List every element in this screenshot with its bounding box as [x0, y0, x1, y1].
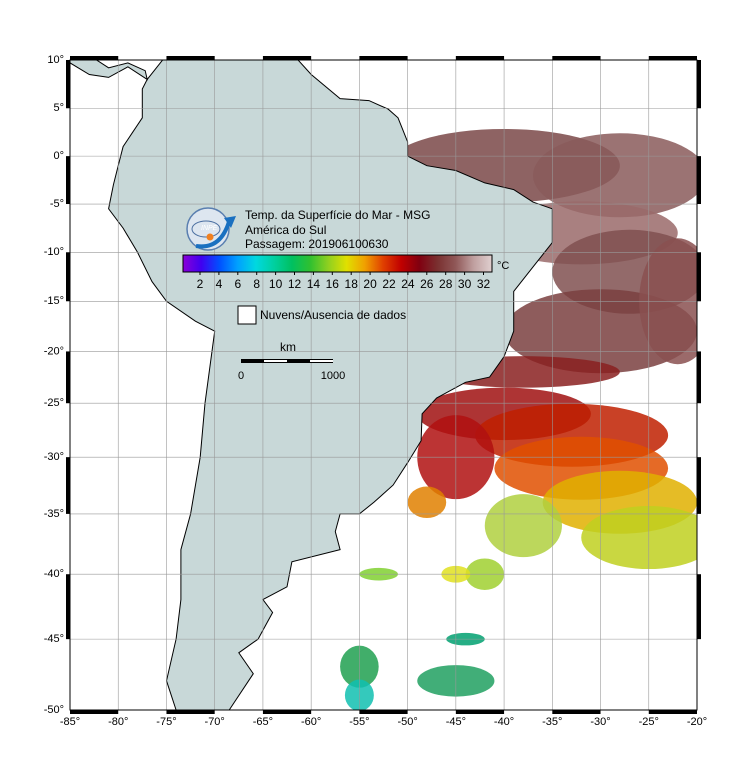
colorbar-label: 8: [253, 277, 260, 291]
frame-segment: [455, 56, 505, 60]
lat-label: -15°: [44, 295, 64, 307]
title-line: América do Sul: [245, 223, 326, 237]
frame-segment: [262, 710, 312, 714]
continent: [70, 60, 148, 81]
colorbar-label: 14: [307, 277, 321, 291]
colorbar-label: 4: [216, 277, 223, 291]
lon-label: -25°: [639, 716, 659, 728]
lon-label: -65°: [253, 716, 273, 728]
lat-label: 0°: [53, 150, 64, 162]
colorbar-label: 6: [234, 277, 241, 291]
frame-segment: [166, 56, 215, 60]
title-line: Temp. da Superfície do Mar - MSG: [245, 208, 430, 222]
frame-segment: [697, 574, 701, 640]
frame-segment: [359, 56, 408, 60]
logo: INPE: [186, 207, 236, 251]
colorbar-label: 26: [420, 277, 434, 291]
colorbar-label: 10: [269, 277, 283, 291]
scale-bar: [310, 360, 333, 362]
colorbar-label: 32: [477, 277, 491, 291]
sst-patch: [533, 133, 697, 218]
title-line: Passagem: 201906100630: [245, 237, 389, 251]
lon-label: -40°: [494, 716, 514, 728]
lon-label: -80°: [108, 716, 128, 728]
colorbar-label: 30: [458, 277, 472, 291]
colorbar-unit: °C: [497, 260, 509, 272]
lat-label: -20°: [44, 345, 64, 357]
colorbar-label: 18: [345, 277, 359, 291]
lat-label: 10°: [47, 54, 64, 66]
lon-label: -55°: [349, 716, 369, 728]
frame-segment: [66, 156, 70, 205]
frame-segment: [262, 56, 312, 60]
lon-label: -70°: [205, 716, 225, 728]
frame-segment: [697, 252, 701, 302]
lon-label: -20°: [687, 716, 707, 728]
lat-label: -35°: [44, 508, 64, 520]
scale-label: 0: [238, 370, 244, 382]
frame-segment: [66, 252, 70, 302]
scale-unit: km: [280, 340, 296, 354]
frame-segment: [70, 710, 119, 714]
lon-label: -45°: [446, 716, 466, 728]
frame-segment: [697, 156, 701, 205]
lat-label: -30°: [44, 451, 64, 463]
frame-segment: [66, 457, 70, 514]
frame-segment: [648, 56, 697, 60]
lon-label: -50°: [397, 716, 417, 728]
lat-label: -5°: [50, 198, 64, 210]
colorbar-label: 20: [363, 277, 377, 291]
legend-text: Nuvens/Ausencia de dados: [260, 308, 406, 322]
grid: [70, 60, 697, 710]
colorbar-label: 24: [401, 277, 415, 291]
lon-label: -60°: [301, 716, 321, 728]
colorbar-label: 12: [288, 277, 302, 291]
frame-segment: [648, 710, 697, 714]
colorbar-label: 22: [382, 277, 396, 291]
frame-segment: [552, 56, 601, 60]
lon-label: -35°: [542, 716, 562, 728]
lon-label: -85°: [60, 716, 80, 728]
overlay: INPE Temp. da Superfície do Mar - MSG Am…: [182, 207, 509, 382]
frame-segment: [66, 60, 70, 109]
sst-patch: [407, 486, 447, 519]
scale-bar: [264, 360, 287, 362]
frame-segment: [697, 351, 701, 404]
lat-label: 5°: [53, 102, 64, 114]
colorbar-label: 2: [197, 277, 204, 291]
colorbar: 2 4 6 8 10 12 14 16 18 20 22 24 26 28 30 32: [182, 254, 493, 291]
frame-segment: [552, 710, 601, 714]
legend-box: [237, 305, 257, 325]
scale-label: 1000: [321, 370, 345, 382]
lon-label: -30°: [590, 716, 610, 728]
sst-patch: [484, 494, 562, 558]
frame-segment: [359, 710, 408, 714]
frame-segment: [166, 710, 215, 714]
sst-patch: [581, 506, 697, 570]
frame-segment: [66, 351, 70, 404]
colorbar-label: 28: [439, 277, 453, 291]
frame-segment: [455, 710, 505, 714]
colorbar-label: 16: [326, 277, 340, 291]
frame-segment: [697, 457, 701, 514]
lat-label: -40°: [44, 568, 64, 580]
frame-segment: [697, 60, 701, 109]
lat-label: -10°: [44, 246, 64, 258]
lat-label: -50°: [44, 704, 64, 716]
lon-label: -75°: [156, 716, 176, 728]
colorbar-fill: [182, 254, 493, 273]
lat-label: -25°: [44, 397, 64, 409]
frame-segment: [66, 574, 70, 640]
logo-text: INPE: [201, 225, 218, 232]
lat-label: -45°: [44, 633, 64, 645]
frame-segment: [70, 56, 119, 60]
